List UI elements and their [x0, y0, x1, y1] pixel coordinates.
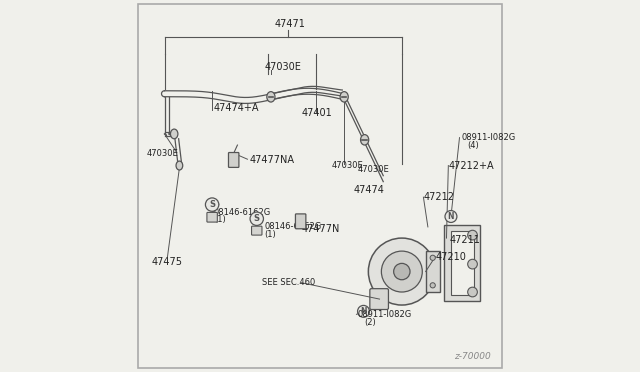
Text: 47212+A: 47212+A	[449, 161, 494, 170]
Text: 47401: 47401	[301, 109, 332, 118]
Text: 47210: 47210	[435, 252, 466, 262]
Ellipse shape	[176, 161, 183, 170]
Text: SEE SEC.460: SEE SEC.460	[262, 278, 315, 287]
Text: (4): (4)	[467, 141, 479, 150]
Ellipse shape	[360, 135, 369, 145]
Text: 08146-6162G: 08146-6162G	[264, 222, 321, 231]
Circle shape	[205, 198, 219, 211]
Text: 47474+A: 47474+A	[214, 103, 259, 113]
Circle shape	[358, 305, 369, 317]
FancyBboxPatch shape	[228, 153, 239, 167]
Bar	[444, 225, 479, 301]
Text: (2): (2)	[364, 318, 376, 327]
Text: 47471: 47471	[275, 19, 306, 29]
Text: (1): (1)	[214, 215, 226, 224]
Circle shape	[430, 283, 435, 288]
Text: 47477N: 47477N	[301, 224, 340, 234]
Ellipse shape	[340, 92, 348, 102]
Circle shape	[445, 211, 457, 222]
Text: 47477NA: 47477NA	[250, 155, 294, 165]
Ellipse shape	[267, 92, 275, 102]
Text: 47030E: 47030E	[331, 161, 363, 170]
FancyBboxPatch shape	[296, 214, 306, 229]
Text: (1): (1)	[264, 230, 276, 239]
Circle shape	[394, 263, 410, 280]
Circle shape	[250, 212, 264, 225]
FancyBboxPatch shape	[207, 212, 218, 222]
Text: 47030E: 47030E	[147, 149, 179, 158]
FancyBboxPatch shape	[370, 289, 388, 310]
Text: 08911-I082G: 08911-I082G	[461, 133, 516, 142]
Text: 47211: 47211	[449, 235, 481, 245]
Text: N: N	[448, 212, 454, 221]
Text: N: N	[360, 307, 367, 316]
Text: 08911-I082G: 08911-I082G	[358, 310, 412, 319]
Circle shape	[468, 287, 477, 297]
Text: 47030E: 47030E	[264, 62, 301, 72]
Circle shape	[430, 255, 435, 260]
Circle shape	[369, 238, 435, 305]
FancyBboxPatch shape	[252, 226, 262, 235]
Bar	[426, 251, 440, 292]
Text: 47475: 47475	[152, 257, 183, 267]
Text: 47474: 47474	[353, 185, 385, 195]
Bar	[451, 231, 474, 295]
Text: S: S	[253, 214, 260, 223]
Text: z-70000: z-70000	[454, 352, 491, 361]
Circle shape	[468, 259, 477, 269]
Text: 47030E: 47030E	[357, 165, 389, 174]
Text: 08146-6162G: 08146-6162G	[214, 208, 271, 217]
Circle shape	[381, 251, 422, 292]
Circle shape	[468, 230, 477, 240]
Text: S: S	[209, 200, 215, 209]
Text: 47212: 47212	[424, 192, 454, 202]
Ellipse shape	[170, 129, 178, 139]
